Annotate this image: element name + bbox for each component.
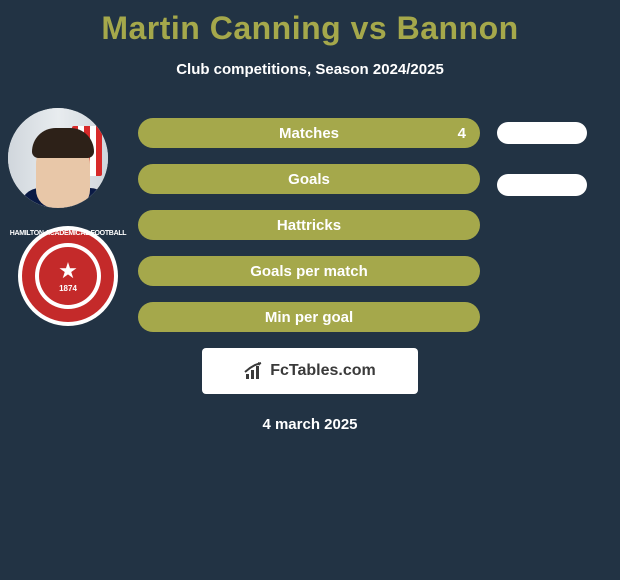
club-badge: HAMILTON ACADEMICAL FOOTBALL ★ 1874 bbox=[18, 226, 118, 326]
stat-bar-matches: Matches 4 bbox=[138, 118, 480, 148]
chart-icon bbox=[244, 362, 264, 380]
stat-label: Hattricks bbox=[277, 217, 341, 234]
stat-bar-min-per-goal: Min per goal bbox=[138, 302, 480, 332]
comparison-pill bbox=[497, 174, 587, 196]
subtitle: Club competitions, Season 2024/2025 bbox=[0, 61, 620, 78]
stat-bar-hattricks: Hattricks bbox=[138, 210, 480, 240]
stat-value: 4 bbox=[458, 125, 466, 142]
stat-label: Goals bbox=[288, 171, 330, 188]
stat-bar-goals: Goals bbox=[138, 164, 480, 194]
page-title: Martin Canning vs Bannon bbox=[0, 0, 620, 47]
stat-label: Min per goal bbox=[265, 309, 353, 326]
star-icon: ★ bbox=[58, 260, 78, 282]
stats-bars: Matches 4 Goals Hattricks Goals per matc… bbox=[138, 118, 480, 332]
stat-bar-goals-per-match: Goals per match bbox=[138, 256, 480, 286]
stat-label: Goals per match bbox=[250, 263, 368, 280]
player-avatar bbox=[8, 108, 108, 208]
comparison-pill bbox=[497, 122, 587, 144]
club-year: 1874 bbox=[59, 284, 77, 293]
date-label: 4 march 2025 bbox=[0, 416, 620, 433]
stat-label: Matches bbox=[279, 125, 339, 142]
content-area: HAMILTON ACADEMICAL FOOTBALL ★ 1874 Matc… bbox=[0, 118, 620, 433]
brand-footer: FcTables.com bbox=[202, 348, 418, 394]
brand-text: FcTables.com bbox=[270, 362, 376, 380]
club-badge-text: HAMILTON ACADEMICAL FOOTBALL bbox=[10, 230, 127, 237]
